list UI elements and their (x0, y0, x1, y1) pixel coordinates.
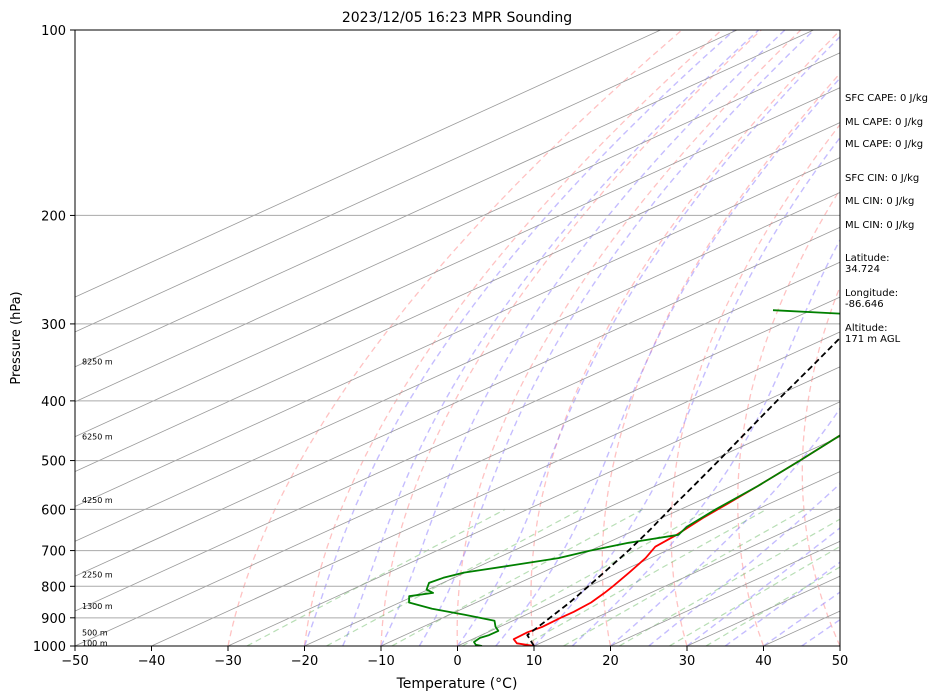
height-label: 2250 m (82, 571, 113, 580)
moist-adiabat (342, 30, 760, 646)
x-tick-label: 50 (832, 654, 849, 669)
dry-adiabat (530, 30, 840, 646)
x-tick-label: −40 (138, 654, 165, 669)
height-label: 1300 m (82, 602, 113, 611)
isotherm-line (75, 30, 738, 333)
moist-adiabat (495, 77, 840, 646)
y-axis: 100 200 300 400 500 600 700 800 900 1000 (33, 24, 75, 655)
dry-adiabat (801, 284, 840, 646)
isotherm-line (610, 540, 840, 646)
isotherm-line (151, 331, 840, 646)
mixing-ratio-line (669, 545, 840, 646)
x-tick-label: −10 (367, 654, 394, 669)
x-axis-label: Temperature (°C) (396, 676, 518, 692)
x-tick-label: −30 (214, 654, 241, 669)
ml-cape-stat: ML CAPE: 0 J/kg (845, 117, 924, 128)
isotherm-line (75, 52, 840, 403)
dewpoint-line (408, 309, 840, 646)
isotherm-line (75, 87, 840, 438)
isotherm-line (304, 401, 840, 646)
isotherm-line (75, 296, 840, 646)
dry-adiabat (303, 30, 723, 646)
isotherm-line (457, 471, 840, 646)
isotherm-line (75, 30, 661, 298)
altitude-stat: Altitude: 171 m AGL (845, 323, 901, 345)
isotherm-line (380, 436, 840, 646)
y-tick-label: 900 (41, 612, 66, 627)
latitude-stat: Latitude: 34.724 (845, 253, 890, 275)
y-tick-label: 500 (41, 455, 66, 470)
dry-adiabat (380, 30, 762, 646)
isotherm-line (75, 157, 840, 507)
ml-cin-stat: ML CIN: 0 J/kg (845, 196, 915, 207)
y-tick-label: 100 (41, 24, 66, 39)
moist-adiabat (456, 35, 840, 646)
reference-lines (75, 30, 947, 646)
dry-adiabat (670, 123, 840, 646)
y-tick-label: 400 (41, 395, 66, 410)
y-tick-label: 200 (41, 209, 66, 224)
mixing-ratio-line (391, 508, 643, 646)
height-label: 4250 m (82, 496, 113, 505)
y-tick-label: 700 (41, 545, 66, 560)
height-label: 500 m (82, 629, 108, 638)
mixing-ratio-line (246, 508, 506, 646)
y-tick-label: 800 (41, 580, 66, 595)
moist-adiabat (610, 407, 840, 646)
longitude-stat: Longitude: -86.646 (845, 288, 899, 310)
dry-adiabat (227, 30, 683, 646)
sfc-cape-stat: SFC CAPE: 0 J/kg (845, 93, 928, 104)
isotherm-line (75, 122, 840, 472)
height-label: 8250 m (82, 358, 113, 367)
y-tick-label: 300 (41, 318, 66, 333)
x-tick-label: 20 (602, 654, 619, 669)
x-tick-label: 10 (526, 654, 543, 669)
dry-adiabat (926, 30, 947, 646)
isotherm-line (75, 261, 840, 612)
y-tick-label: 1000 (33, 640, 66, 655)
temperature-line (512, 434, 840, 646)
isotherm-line (75, 226, 840, 577)
x-tick-label: 30 (679, 654, 696, 669)
x-tick-label: −20 (291, 654, 318, 669)
sounding-traces (408, 309, 840, 646)
moist-adiabat (763, 591, 840, 646)
sfc-cin-stat: SFC CIN: 0 J/kg (845, 173, 920, 184)
height-label: 100 m (82, 639, 108, 648)
moist-adiabat (686, 526, 840, 646)
chart-title: 2023/12/05 16:23 MPR Sounding (342, 10, 572, 26)
isotherm-line (533, 505, 840, 646)
isotherm-line (75, 30, 814, 368)
moist-adiabat (571, 238, 840, 646)
dry-adiabat (456, 30, 802, 646)
isotherm-line (75, 191, 840, 542)
x-tick-label: 0 (453, 654, 461, 669)
x-axis: −50 −40 −30 −20 −10 0 10 20 30 40 50 (61, 646, 848, 669)
parcel-profile-line (526, 336, 840, 646)
dry-adiabat (737, 188, 840, 646)
height-label: 6250 m (82, 433, 113, 442)
moist-adiabat (724, 561, 840, 646)
y-tick-label: 600 (41, 503, 66, 518)
x-tick-label: 40 (755, 654, 772, 669)
ml-cin-stat-2: ML CIN: 0 J/kg (845, 220, 915, 231)
dry-adiabat (601, 72, 840, 646)
y-axis-label: Pressure (hPa) (9, 291, 24, 384)
x-tick-label: −50 (61, 654, 88, 669)
moist-adiabat (303, 30, 735, 646)
ml-cape-stat-2: ML CAPE: 0 J/kg (845, 139, 924, 150)
isotherm-line (227, 366, 840, 646)
moist-adiabat (380, 30, 786, 646)
moist-adiabat (418, 30, 815, 646)
